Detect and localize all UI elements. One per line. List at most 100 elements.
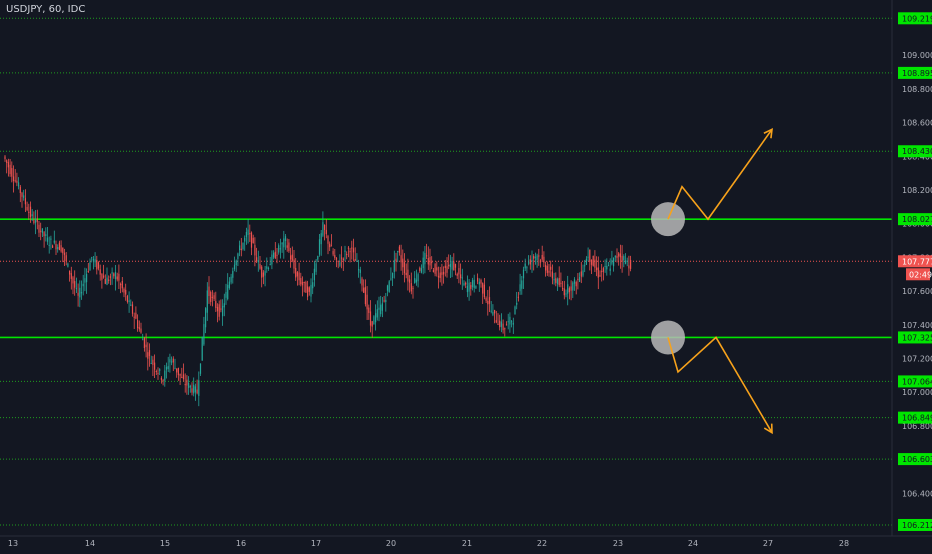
- level-label-bg: [898, 411, 932, 424]
- candle-body: [400, 255, 402, 263]
- candle-body: [436, 267, 438, 271]
- candle-body: [344, 250, 346, 252]
- candle-body: [261, 266, 263, 278]
- candle-body: [318, 239, 321, 255]
- candle-body: [237, 253, 239, 259]
- candle-body: [449, 263, 451, 268]
- time-tick-label: 16: [236, 539, 246, 548]
- candle-body: [621, 255, 623, 262]
- candle-body: [579, 276, 581, 282]
- candle-body: [269, 263, 271, 266]
- candle-body: [419, 267, 421, 271]
- candle-body: [189, 385, 191, 388]
- candle-body: [165, 366, 168, 370]
- candle-body: [405, 272, 407, 276]
- candle-body: [522, 269, 525, 279]
- price-tick-label: 107.600: [902, 287, 932, 296]
- candle-body: [624, 260, 627, 264]
- level-label: 106.212: [902, 521, 932, 530]
- candle-body: [398, 246, 400, 253]
- candle-body: [573, 279, 576, 284]
- candle-body: [230, 276, 232, 283]
- candle-body: [516, 302, 518, 305]
- candle-body: [601, 271, 603, 273]
- candle-body: [458, 268, 460, 275]
- candle-body: [14, 180, 16, 182]
- level-label: 107.325: [902, 333, 932, 342]
- candle-body: [113, 273, 115, 277]
- candle-body: [242, 243, 244, 249]
- candle-body: [276, 254, 278, 256]
- candle-body: [439, 272, 441, 279]
- candle-body: [312, 282, 314, 289]
- candle-body: [410, 283, 412, 292]
- level-label: 106.849: [902, 414, 932, 423]
- candle-body: [599, 275, 601, 277]
- candle-body: [592, 255, 594, 266]
- candle-body: [106, 277, 108, 285]
- candle-body: [604, 266, 606, 268]
- candle-body: [16, 180, 18, 183]
- time-tick-label: 22: [537, 539, 547, 548]
- candle-body: [24, 198, 26, 205]
- candle-body: [249, 233, 251, 235]
- candle-body: [448, 264, 450, 267]
- candle-body: [4, 156, 6, 160]
- candle-body: [18, 182, 20, 187]
- candle-body: [517, 296, 519, 298]
- candle-body: [466, 285, 468, 293]
- time-tick-label: 17: [311, 539, 321, 548]
- candle-body: [271, 254, 273, 265]
- candle-body: [38, 224, 40, 233]
- candle-body: [507, 321, 509, 323]
- candle-body: [143, 337, 145, 349]
- candle-body: [528, 262, 530, 264]
- projection-path-down[interactable]: [667, 336, 773, 434]
- projection-path-up[interactable]: [667, 128, 773, 221]
- candle-body: [104, 279, 106, 284]
- candle-body: [483, 284, 485, 298]
- candle-body: [490, 310, 492, 312]
- level-lines: [0, 17, 892, 526]
- candle-body: [288, 242, 290, 252]
- candle-body: [108, 279, 110, 281]
- candle-body: [120, 284, 122, 286]
- annotations: [651, 127, 773, 435]
- candle-body: [194, 386, 196, 393]
- candle-body: [256, 257, 258, 262]
- candle-body: [341, 257, 343, 259]
- candle-body: [368, 307, 370, 313]
- candle-body: [176, 368, 178, 373]
- candle-body: [628, 265, 630, 269]
- candle-body: [560, 282, 562, 285]
- candle-body: [188, 382, 190, 388]
- candle-body: [383, 300, 385, 302]
- candle-body: [626, 260, 628, 262]
- candle-body: [295, 267, 297, 278]
- candle-body: [325, 229, 327, 235]
- candle-body: [92, 258, 94, 261]
- candle-body: [103, 275, 105, 278]
- candle-body: [28, 211, 30, 213]
- candle-body: [121, 280, 123, 289]
- candle-body: [210, 291, 212, 302]
- candle-body: [337, 260, 339, 262]
- candle-body: [142, 339, 144, 341]
- countdown-label: 02:49: [909, 270, 932, 279]
- candle-body: [575, 282, 577, 287]
- candle-body: [182, 374, 185, 380]
- candle-body: [385, 299, 387, 303]
- candle-body: [427, 257, 429, 265]
- candle-body: [422, 257, 424, 269]
- candle-body: [21, 192, 23, 197]
- candle-body: [611, 260, 613, 264]
- candle-body: [29, 206, 32, 218]
- candle-body: [415, 279, 417, 283]
- candle-body: [381, 303, 383, 311]
- candle-body: [172, 358, 174, 363]
- candle-body: [264, 271, 266, 276]
- candle-body: [480, 279, 482, 284]
- candle-body: [145, 344, 147, 348]
